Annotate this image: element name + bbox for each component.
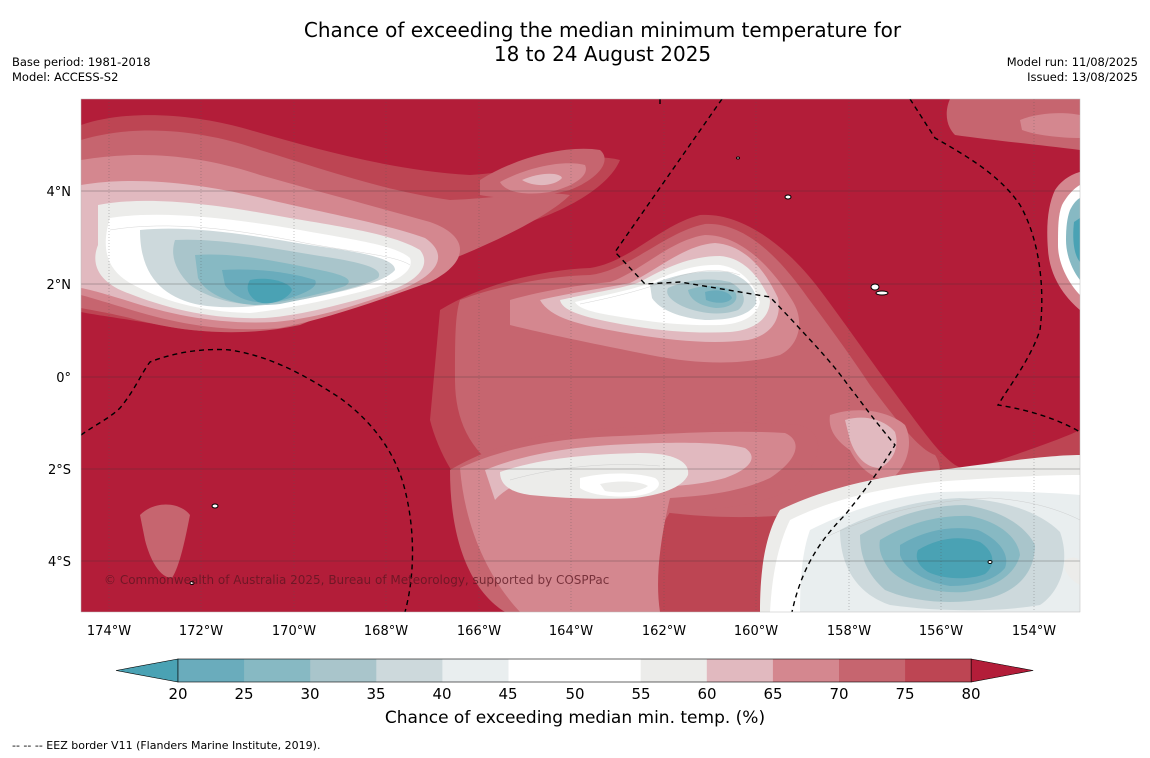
colorbar-tick: 20 [168, 685, 187, 703]
model-run: Model run: 11/08/2025 [1006, 55, 1138, 69]
colorbar-title: Chance of exceeding median min. temp. (%… [384, 708, 766, 728]
base-period: Base period: 1981-2018 [12, 55, 151, 69]
colorbar-tick: 30 [300, 685, 319, 703]
meta-left: Base period: 1981-2018 Model: ACCESS-S2 [12, 55, 151, 85]
colorbar-tick: 45 [498, 685, 517, 703]
lon-tick-label: 172°W [179, 624, 223, 639]
issued-date: Issued: 13/08/2025 [1027, 70, 1138, 84]
colorbar-tick: 65 [763, 685, 782, 703]
anomaly-patch-southwest [140, 504, 190, 578]
colorbar [115, 658, 1034, 683]
eez-borders [81, 99, 1080, 612]
colorbar-tick-labels: 20 25 30 35 40 45 50 55 60 65 70 75 80 [168, 685, 980, 703]
anomaly-band-northwest [81, 115, 620, 333]
lat-tick-label: 2°N [47, 278, 72, 293]
colorbar-frame [177, 658, 972, 683]
lon-tick-label: 170°W [272, 624, 316, 639]
latitude-lines [81, 190, 1080, 562]
colorbar-segment [508, 659, 576, 682]
map-frame [80, 98, 1081, 613]
lat-tick-label: 4°S [48, 555, 71, 570]
colorbar-segment [574, 659, 642, 682]
lon-tick-label: 156°W [919, 624, 963, 639]
colorbar-segment [442, 659, 509, 682]
colorbar-segment [310, 659, 377, 682]
anomaly-cool-southeast [760, 410, 1080, 612]
lon-tick-label: 154°W [1012, 624, 1056, 639]
anomaly-east-edge [946, 99, 1080, 310]
colorbar-segment [706, 659, 774, 682]
colorbar-tick: 50 [565, 685, 584, 703]
longitude-labels: 174°W 172°W 170°W 168°W 166°W 164°W 162°… [87, 624, 1056, 639]
islands [189, 156, 993, 585]
colorbar-segment [178, 659, 245, 682]
lat-tick-label: 2°S [48, 463, 71, 478]
colorbar-tick: 70 [829, 685, 848, 703]
colorbar-tick: 60 [697, 685, 716, 703]
colorbar-segment [640, 659, 708, 682]
lon-tick-label: 160°W [734, 624, 778, 639]
colorbar-tick: 75 [895, 685, 914, 703]
lat-tick-label: 4°N [47, 185, 72, 200]
title-line-2: 18 to 24 August 2025 [493, 42, 712, 66]
anomaly-band-south-central [450, 422, 819, 612]
lon-tick-label: 174°W [87, 624, 131, 639]
colorbar-extend-high [970, 658, 1034, 683]
colorbar-tick: 80 [961, 685, 980, 703]
colorbar-tick: 25 [234, 685, 253, 703]
lon-tick-label: 162°W [642, 624, 686, 639]
colorbar-tick: 40 [432, 685, 451, 703]
contour-lines [109, 225, 1080, 541]
lon-tick-label: 166°W [457, 624, 501, 639]
colorbar-segment [839, 659, 906, 682]
lat-tick-label: 0° [56, 371, 71, 386]
lon-tick-label: 168°W [364, 624, 408, 639]
eez-legend-note: -- -- -- EEZ border V11 (Flanders Marine… [12, 739, 321, 752]
colorbar-segment [244, 659, 311, 682]
colorbar-extend-low [115, 658, 179, 683]
copyright-notice: © Commonwealth of Australia 2025, Bureau… [104, 573, 609, 587]
colorbar-tick: 55 [631, 685, 650, 703]
lon-tick-label: 158°W [827, 624, 871, 639]
lon-tick-label: 164°W [549, 624, 593, 639]
anomaly-band-north-central [480, 148, 605, 198]
latitude-labels: 4°N 2°N 0° 2°S 4°S [47, 185, 72, 570]
title-line-1: Chance of exceeding the median minimum t… [303, 18, 902, 42]
colorbar-segment [905, 659, 972, 682]
colorbar-segment [772, 659, 840, 682]
colorbar-segment [376, 659, 443, 682]
map-title: Chance of exceeding the median minimum t… [0, 18, 1150, 66]
colorbar-tick: 35 [366, 685, 385, 703]
model-name: Model: ACCESS-S2 [12, 70, 119, 84]
meta-right: Model run: 11/08/2025 Issued: 13/08/2025 [1007, 55, 1138, 85]
map-panel: © Commonwealth of Australia 2025, Bureau… [81, 99, 1080, 612]
